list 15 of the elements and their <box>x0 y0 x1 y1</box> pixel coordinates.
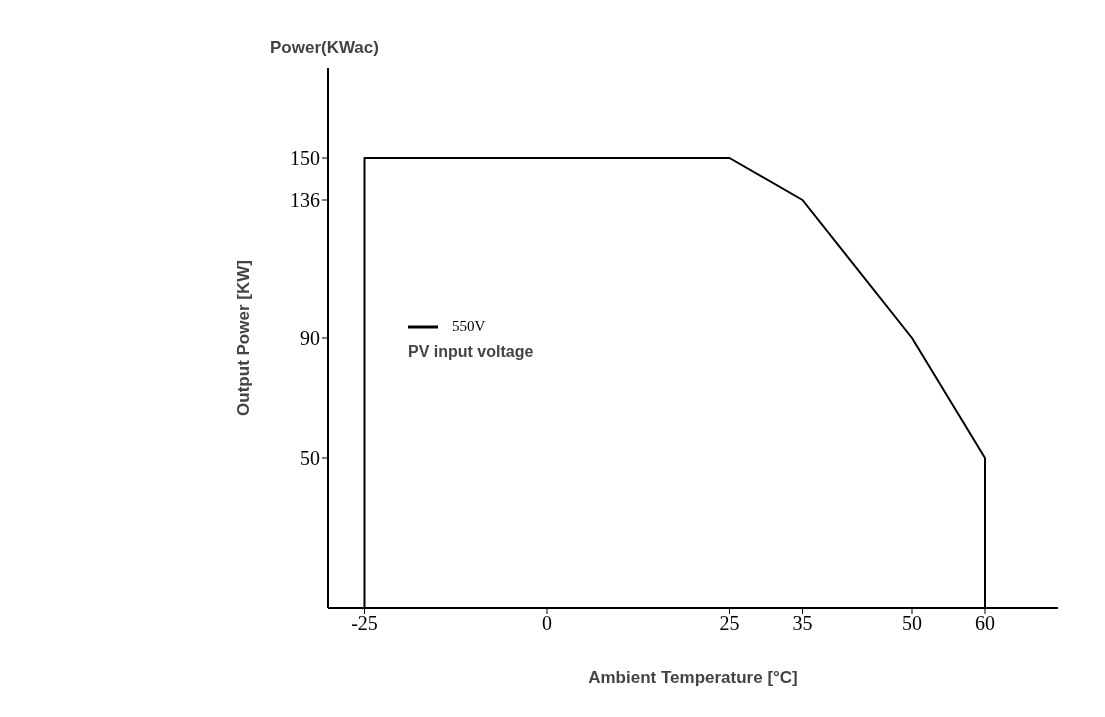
x-tick-label: -25 <box>351 612 378 635</box>
y-tick-label: 90 <box>300 327 320 350</box>
y-tick-label: 150 <box>290 147 320 170</box>
legend-title: PV input voltage <box>408 343 535 361</box>
y-tick-label: 50 <box>300 447 320 470</box>
x-tick-label: 35 <box>792 612 813 635</box>
y-tick-label: 136 <box>290 189 320 212</box>
x-tick-label: 50 <box>902 612 922 635</box>
y-axis-title: Output Power [KW] <box>234 260 254 416</box>
x-tick-label: 60 <box>975 612 995 635</box>
text: Power(KWac) <box>270 38 379 58</box>
x-axis-title: Ambient Temperature [°C] <box>588 668 798 687</box>
x-tick-label: 0 <box>542 612 552 635</box>
x-tick-label: 25 <box>719 612 740 635</box>
legend-label: 550V <box>452 318 486 335</box>
